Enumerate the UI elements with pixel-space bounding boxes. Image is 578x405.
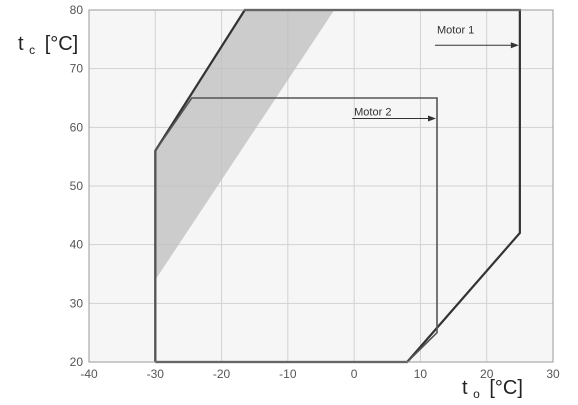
plot-frame: [88, 9, 554, 363]
annotation-arrowhead: [428, 115, 436, 122]
y-tick-label: 80: [70, 3, 84, 17]
annotations: Motor 1 Motor 2: [352, 24, 519, 122]
annotation-label: Motor 1: [437, 24, 474, 36]
x-tick-label: -30: [147, 367, 165, 381]
y-tick-label: 30: [70, 296, 84, 310]
x-tick-label: -40: [80, 367, 98, 381]
shaded-region: [155, 10, 335, 280]
y-axis-unit: [°C]: [45, 33, 79, 55]
x-axis-symbol: t: [462, 377, 468, 399]
x-tick-label: -20: [213, 367, 231, 381]
y-axis-subscript: c: [29, 43, 35, 57]
annotation-arrowhead: [510, 42, 519, 49]
x-tick-label: 10: [414, 367, 428, 381]
y-tick-label: 40: [70, 238, 84, 252]
y-axis-title: t c [°C]: [18, 33, 78, 59]
x-tick-label: 0: [351, 367, 358, 381]
y-tick-label: 50: [70, 179, 84, 193]
y-tick-label: 70: [70, 62, 84, 76]
y-axis-symbol: t: [18, 33, 24, 55]
y-tick-label: 20: [70, 355, 84, 369]
x-tick-label: 20: [480, 367, 494, 381]
x-tick-label: -10: [279, 367, 297, 381]
x-tick-label: 30: [546, 367, 560, 381]
x-axis-title: t o [°C]: [462, 377, 523, 403]
annotation-label: Motor 2: [354, 107, 391, 119]
x-axis-subscript: o: [473, 387, 480, 401]
y-tick-label: 60: [70, 120, 84, 134]
x-axis-unit: [°C]: [489, 377, 523, 399]
series-line-motor-2: [154, 97, 438, 363]
tick-labels: -40 -30 -20 -10 0 10 20 30 20 30 40 50 60 70 80: [70, 3, 560, 381]
